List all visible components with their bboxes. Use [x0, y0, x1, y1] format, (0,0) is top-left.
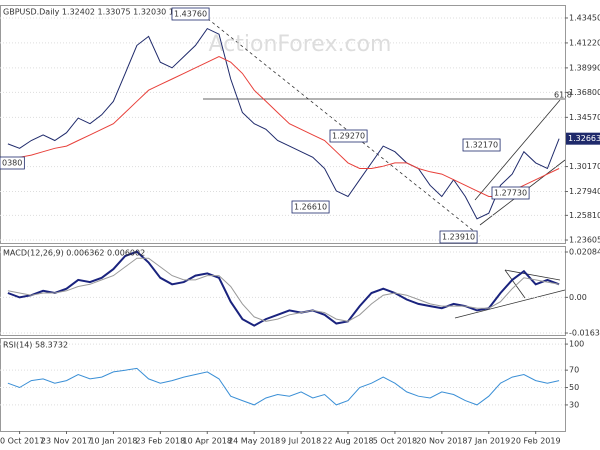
- y-tick-label: 0.020848: [569, 247, 600, 256]
- annotation-box: [439, 230, 478, 244]
- y-tick-label: 1.36800: [569, 88, 600, 97]
- x-tick-label: 24 May 2018: [228, 437, 280, 446]
- watermark: ActionForex.com: [209, 32, 392, 57]
- x-tick-label: 5 Oct 2018: [373, 437, 417, 446]
- annotation-box: [171, 7, 210, 21]
- annotation: 1.32170: [465, 141, 498, 150]
- y-tick-label: 1.41220: [569, 38, 600, 47]
- annotation-box: [291, 200, 330, 214]
- panel-title: MACD(12,26,9) 0.006362 0.006002: [3, 249, 145, 258]
- y-tick-label: 1.34570: [569, 113, 600, 122]
- y-tick-label: -0.016389: [569, 329, 600, 338]
- series-line: [7, 250, 560, 327]
- x-tick-label: 20 Feb 2019: [511, 437, 561, 446]
- annotation: 1.23910: [442, 233, 475, 242]
- channel-line: [474, 99, 561, 201]
- macd-trend-line: [504, 269, 561, 281]
- series-line: [7, 257, 560, 322]
- x-tick-label: 10 Jan 2018: [89, 437, 137, 446]
- annotation: 1.26610: [294, 203, 327, 212]
- y-tick-label: 70: [569, 366, 579, 375]
- annotation: 1.29270: [332, 132, 365, 141]
- annotation-box: [0, 156, 25, 170]
- macd-trend-line: [454, 289, 566, 319]
- x-tick-label: 10 Apr 2018: [183, 437, 232, 446]
- x-tick-label: 10 Oct 2017: [0, 437, 44, 446]
- trend-line: [202, 14, 481, 237]
- panel-title: GBPUSD.Daily 1.32402 1.33075 1.32030 1.3…: [3, 8, 202, 17]
- panel-title: RSI(14) 58.3732: [3, 341, 68, 350]
- x-tick-label: 22 Aug 2018: [322, 437, 373, 446]
- annotation-box: [491, 186, 530, 200]
- series-line: [7, 56, 560, 197]
- last-price-box: [566, 132, 600, 145]
- y-tick-label: 1.30170: [569, 162, 600, 171]
- annotation: 61.8: [554, 91, 572, 100]
- y-tick-label: 50: [569, 383, 579, 392]
- annotation: 0380: [2, 159, 22, 168]
- y-tick-label: 0.00: [569, 293, 587, 302]
- y-tick-label: 1.43450: [569, 13, 600, 22]
- last-price-label: 1.32663: [568, 134, 600, 143]
- x-tick-label: 23 Feb 2018: [135, 437, 185, 446]
- x-tick-label: 9 Jul 2018: [281, 437, 321, 446]
- panel-frame: [0, 338, 566, 432]
- y-tick-label: 100: [569, 340, 584, 349]
- series-line: [7, 27, 560, 220]
- y-tick-label: 1.38990: [569, 63, 600, 72]
- annotation: 1.43760: [174, 10, 207, 19]
- y-tick-label: 1.27940: [569, 187, 600, 196]
- macd-trend-line: [504, 269, 526, 299]
- y-tick-label: 1.23605: [569, 236, 600, 245]
- y-tick-label: 1.25810: [569, 211, 600, 220]
- annotation: 1.27730: [494, 189, 527, 198]
- series-line: [7, 367, 560, 406]
- annotation-box: [462, 138, 501, 152]
- x-tick-label: 23 Nov 2017: [41, 437, 92, 446]
- x-tick-label: 7 Jan 2019: [467, 437, 510, 446]
- annotation-box: [329, 129, 368, 143]
- panel-frame: [0, 246, 566, 336]
- panel-frame: [0, 5, 566, 244]
- x-tick-label: 20 Nov 2018: [416, 437, 467, 446]
- y-tick-label: 30: [569, 400, 579, 409]
